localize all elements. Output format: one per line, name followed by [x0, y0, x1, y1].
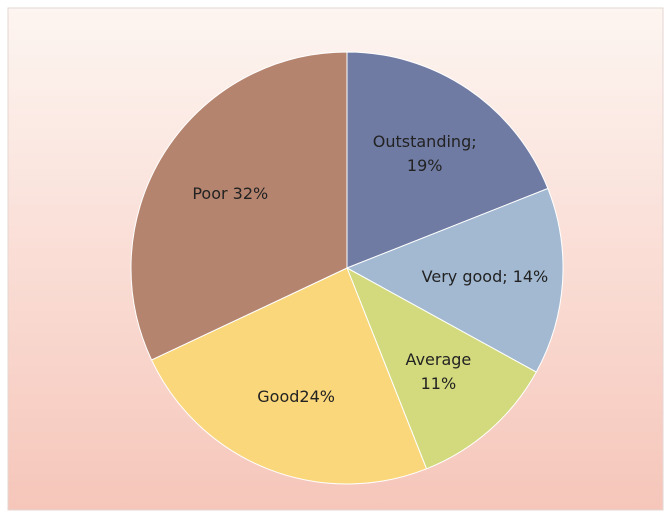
pie-slice	[130, 51, 348, 361]
pie-slice	[346, 266, 537, 470]
slice-label: Good24%	[257, 386, 335, 406]
slice-label: Average 11%	[405, 349, 472, 393]
slice-label: Outstanding; 19%	[372, 131, 477, 175]
slice-label: Poor 32%	[192, 183, 269, 203]
pie-slice	[150, 267, 428, 485]
pie-slice	[345, 187, 564, 373]
slice-label: Very good; 14%	[421, 266, 549, 286]
pie-slice	[346, 51, 549, 269]
